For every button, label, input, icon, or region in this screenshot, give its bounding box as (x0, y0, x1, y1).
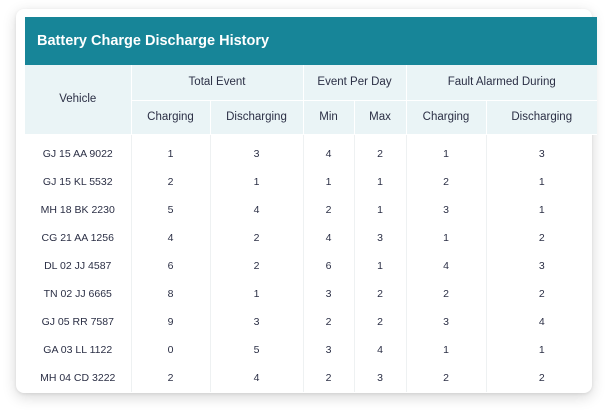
table-row: DL 02 JJ 4587 6 2 6 1 4 3 (25, 252, 597, 280)
total-discharging-cell: 4 (210, 196, 304, 224)
max-cell: 2 (354, 308, 407, 336)
total-charging-cell: 9 (131, 308, 211, 336)
vehicle-cell: MH 04 CD 3222 (25, 364, 132, 392)
total-discharging-cell: 2 (210, 224, 304, 252)
battery-history-card: Battery Charge Discharge History Vehicle… (16, 9, 597, 393)
min-cell: 2 (303, 308, 355, 336)
header-total-charging: Charging (131, 100, 211, 135)
total-charging-cell: 2 (131, 364, 211, 392)
table-row: MH 18 BK 2230 5 4 2 1 3 1 (25, 196, 597, 224)
fault-discharging-cell: 1 (538, 204, 545, 216)
header-vehicle: Vehicle (25, 65, 132, 135)
min-cell: 1 (303, 168, 355, 196)
fault-charging-cell: 2 (406, 280, 487, 308)
vehicle-cell: CG 21 AA 1256 (25, 224, 132, 252)
table-header: Vehicle Total Event Event Per Day Fault … (25, 65, 597, 135)
min-cell: 3 (303, 280, 355, 308)
header-event-per-day: Event Per Day (303, 65, 407, 101)
fault-discharging-cell: 2 (538, 232, 545, 244)
total-discharging-cell: 1 (210, 168, 304, 196)
total-charging-cell: 0 (131, 336, 211, 364)
min-cell: 4 (303, 134, 355, 168)
max-cell: 2 (354, 280, 407, 308)
fault-discharging-cell: 3 (538, 148, 545, 161)
total-charging-cell: 1 (131, 134, 211, 168)
min-cell: 4 (303, 224, 355, 252)
header-max: Max (354, 100, 407, 135)
total-discharging-cell: 5 (210, 336, 304, 364)
fault-discharging-cell: 4 (538, 316, 545, 328)
table-row: MH 04 CD 3222 2 4 2 3 2 2 (25, 364, 597, 392)
vehicle-cell: GJ 15 KL 5532 (25, 168, 132, 196)
table-row: GJ 15 AA 9022 1 3 4 2 1 3 (25, 134, 597, 168)
total-discharging-cell: 3 (210, 308, 304, 336)
header-fault-alarmed: Fault Alarmed During (406, 65, 597, 101)
fault-discharging-cell: 2 (538, 288, 545, 300)
min-cell: 2 (303, 196, 355, 224)
vehicle-cell: DL 02 JJ 4587 (25, 252, 132, 280)
fault-charging-cell: 2 (406, 168, 487, 196)
total-charging-cell: 4 (131, 224, 211, 252)
total-discharging-cell: 4 (210, 364, 304, 392)
min-cell: 6 (303, 252, 355, 280)
table-row: TN 02 JJ 6665 8 1 3 2 2 2 (25, 280, 597, 308)
total-discharging-cell: 2 (210, 252, 304, 280)
max-cell: 3 (354, 364, 407, 392)
header-total-discharging: Discharging (210, 100, 304, 135)
total-charging-cell: 5 (131, 196, 211, 224)
table-row: GJ 05 RR 7587 9 3 2 2 3 4 (25, 308, 597, 336)
max-cell: 2 (354, 134, 407, 168)
table-row: CG 21 AA 1256 4 2 4 3 1 2 (25, 224, 597, 252)
fault-charging-cell: 1 (406, 336, 487, 364)
fault-charging-cell: 2 (406, 364, 487, 392)
max-cell: 4 (354, 336, 407, 364)
min-cell: 2 (303, 364, 355, 392)
total-discharging-cell: 3 (210, 134, 304, 168)
total-charging-cell: 8 (131, 280, 211, 308)
max-cell: 1 (354, 252, 407, 280)
header-min: Min (303, 100, 355, 135)
table-row: GJ 15 KL 5532 2 1 1 1 2 1 (25, 168, 597, 196)
card-title: Battery Charge Discharge History (25, 17, 597, 65)
vehicle-cell: GJ 05 RR 7587 (25, 308, 132, 336)
table-row: GA 03 LL 1122 0 5 3 4 1 1 (25, 336, 597, 364)
vehicle-cell: TN 02 JJ 6665 (25, 280, 132, 308)
vehicle-cell: MH 18 BK 2230 (25, 196, 132, 224)
fault-discharging-cell: 1 (538, 176, 545, 188)
min-cell: 3 (303, 336, 355, 364)
total-charging-cell: 2 (131, 168, 211, 196)
header-total-event: Total Event (131, 65, 304, 101)
battery-history-table: Vehicle Total Event Event Per Day Fault … (25, 65, 597, 392)
max-cell: 3 (354, 224, 407, 252)
total-discharging-cell: 1 (210, 280, 304, 308)
fault-discharging-cell: 3 (538, 260, 545, 272)
table-body: GJ 15 AA 9022 1 3 4 2 1 3 GJ 15 KL 5532 … (25, 134, 597, 392)
fault-charging-cell: 1 (406, 134, 487, 168)
fault-discharging-cell: 1 (538, 344, 545, 356)
header-fault-discharging: Discharging (486, 100, 597, 135)
fault-charging-cell: 3 (406, 196, 487, 224)
total-charging-cell: 6 (131, 252, 211, 280)
max-cell: 1 (354, 196, 407, 224)
fault-charging-cell: 1 (406, 224, 487, 252)
vehicle-cell: GJ 15 AA 9022 (25, 134, 132, 168)
fault-charging-cell: 3 (406, 308, 487, 336)
fault-discharging-cell: 2 (538, 372, 545, 384)
fault-charging-cell: 4 (406, 252, 487, 280)
vehicle-cell: GA 03 LL 1122 (25, 336, 132, 364)
header-fault-charging: Charging (406, 100, 487, 135)
max-cell: 1 (354, 168, 407, 196)
